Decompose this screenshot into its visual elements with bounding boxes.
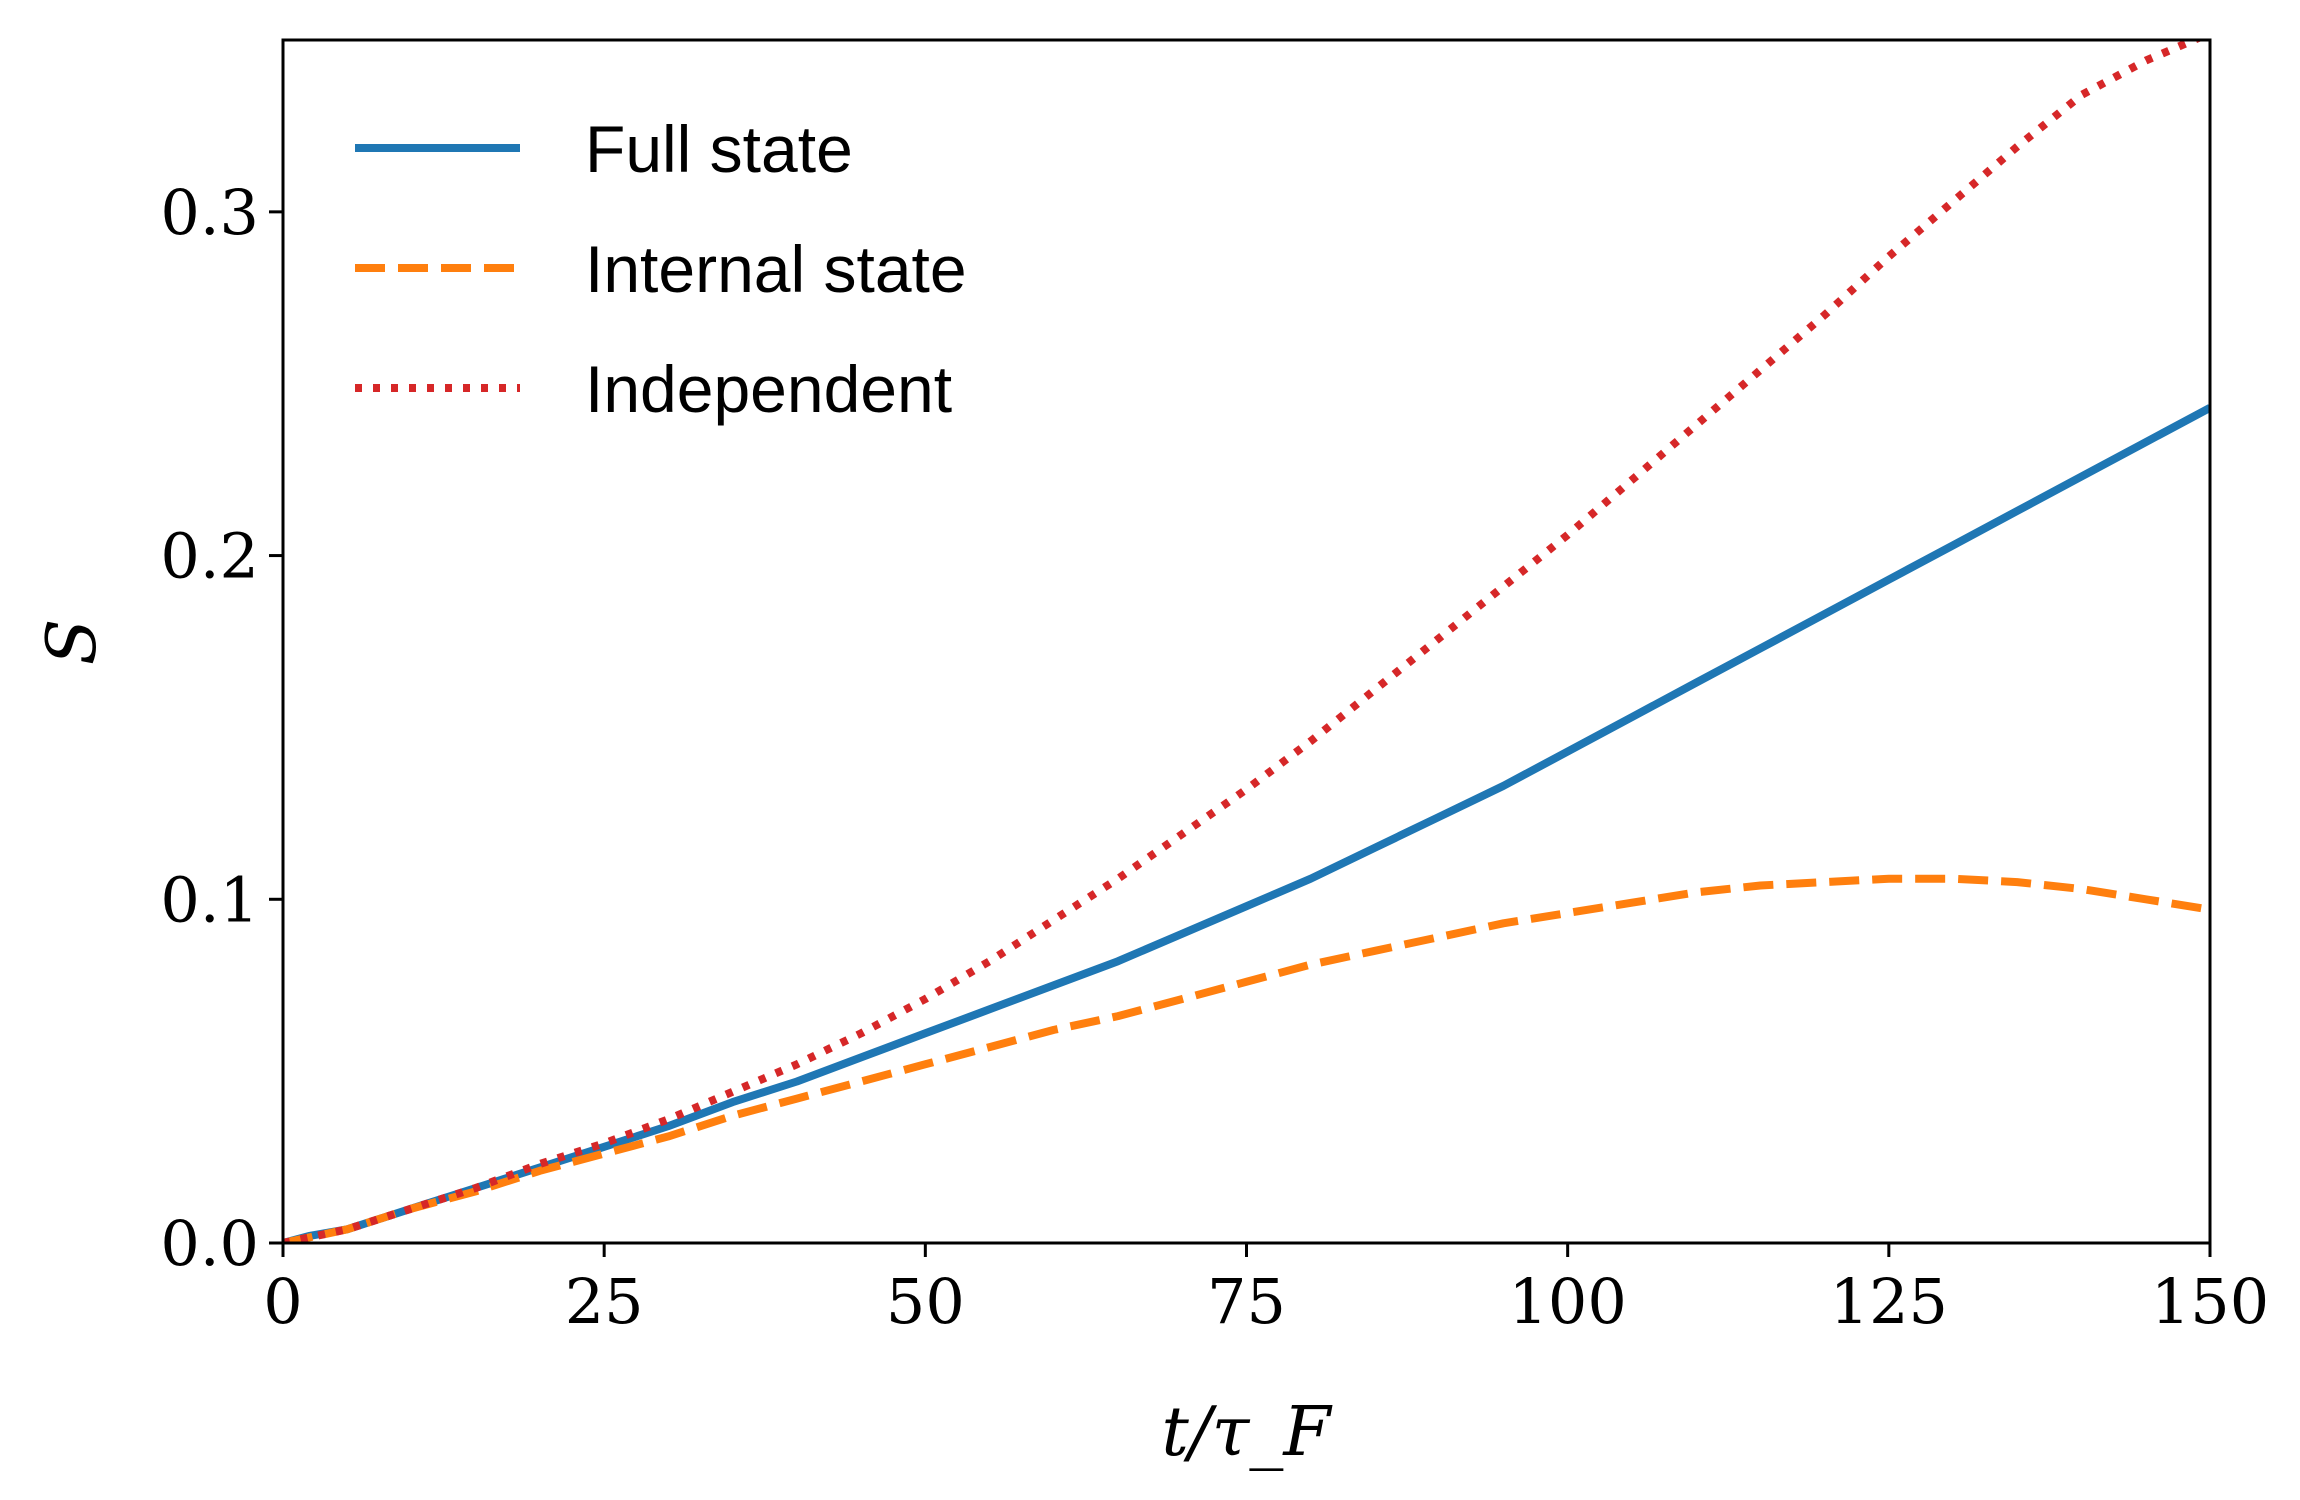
- x-tick-label: 125: [1830, 1265, 1948, 1338]
- x-tick-label: 75: [1207, 1265, 1286, 1338]
- x-tick-label: 150: [2151, 1265, 2269, 1338]
- y-tick-label: 0.1: [160, 863, 259, 936]
- series-line-1: [283, 874, 2210, 1243]
- x-axis-ticks: 0 25 50 75 100 125 150: [263, 1243, 2269, 1338]
- x-tick-label: 50: [886, 1265, 965, 1338]
- plot-frame: [281, 38, 2212, 1245]
- x-tick-label: 25: [565, 1265, 644, 1338]
- x-axis-label: t/τ_F: [1161, 1393, 1333, 1472]
- legend-label-1: Internal state: [585, 232, 967, 306]
- x-tick-label: 0: [263, 1265, 302, 1338]
- y-tick-label: 0.2: [160, 520, 259, 593]
- legend-label-0: Full state: [585, 112, 853, 186]
- y-axis-label: S: [33, 619, 112, 666]
- series-layer: [283, 40, 2210, 1243]
- y-tick-label: 0.0: [160, 1207, 259, 1280]
- y-axis-ticks: 0.0 0.1 0.2 0.3: [160, 176, 283, 1280]
- y-tick-label: 0.3: [160, 176, 259, 249]
- legend-label-2: Independent: [585, 352, 952, 426]
- x-tick-label: 100: [1508, 1265, 1626, 1338]
- legend: Full state Internal state Independent: [355, 112, 967, 426]
